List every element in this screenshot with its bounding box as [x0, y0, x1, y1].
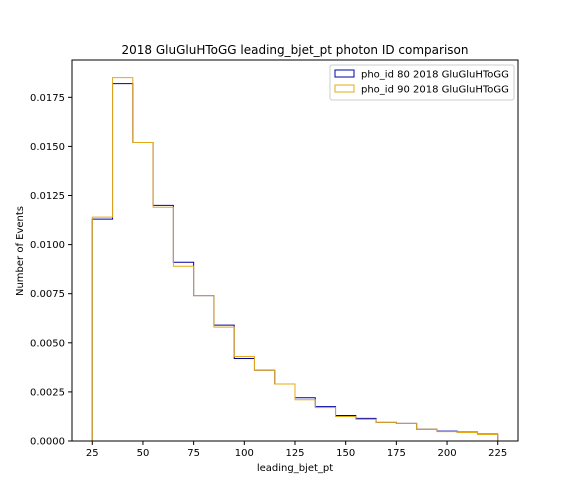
legend-box	[329, 64, 515, 101]
x-axis: 25 50 75 100 125 150 175 200 225	[86, 441, 507, 459]
x-tick-label: 50	[137, 448, 150, 459]
x-tick-label: 175	[387, 448, 406, 459]
y-axis: 0.0000 0.0025 0.0050 0.0075 0.0100 0.0125 0.01…	[30, 93, 72, 448]
x-tick-label: 225	[488, 448, 507, 459]
y-tick-label: 0.0175	[30, 93, 65, 104]
plot-area	[71, 59, 519, 442]
legend-swatch-1	[334, 69, 355, 78]
y-tick-label: 0.0150	[30, 142, 65, 153]
legend-label-1: pho_id 80 2018 GluGluHToGG	[361, 70, 509, 81]
x-tick-label: 125	[285, 448, 304, 459]
x-axis-label: leading_bjet_pt	[257, 463, 333, 474]
y-tick-label: 0.0025	[30, 387, 65, 398]
y-tick-label: 0.0000	[30, 437, 65, 448]
legend-swatch-2	[334, 84, 355, 93]
y-tick-label: 0.0100	[30, 240, 65, 251]
y-tick-label: 0.0050	[30, 338, 65, 349]
series-line-2	[91, 77, 499, 441]
y-axis-label: Number of Events	[15, 206, 26, 296]
x-tick-label: 25	[86, 448, 99, 459]
x-tick-label: 75	[187, 448, 200, 459]
legend: pho_id 80 2018 GluGluHToGG pho_id 90 2018…	[329, 64, 515, 101]
x-tick-label: 200	[437, 448, 456, 459]
y-tick-label: 0.0075	[30, 289, 65, 300]
legend-label-2: pho_id 90 2018 GluGluHToGG	[361, 85, 509, 96]
chart-title: 2018 GluGluHToGG leading_bjet_pt photon …	[121, 43, 468, 57]
x-tick-label: 150	[336, 448, 355, 459]
y-tick-label: 0.0125	[30, 191, 65, 202]
x-tick-label: 100	[235, 448, 254, 459]
